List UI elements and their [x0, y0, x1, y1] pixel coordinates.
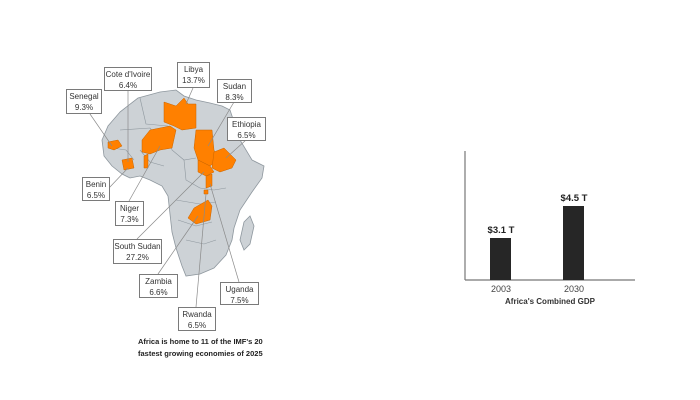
caption-line-2: fastest growing economies of 2025 [138, 349, 263, 358]
callout-growth: 8.3% [225, 93, 244, 102]
callout-growth: 6.4% [118, 81, 138, 90]
callout-country: Senegal [69, 92, 99, 101]
x-tick-2003: 2003 [490, 284, 512, 294]
callout-growth: 6.5% [237, 131, 256, 140]
callout-country: South Sudan [114, 242, 161, 251]
callout-growth: 27.2% [126, 253, 149, 262]
callout-growth: 7.5% [230, 296, 249, 305]
bar-2003 [490, 238, 511, 280]
map-caption: Africa is home to 11 of the IMF's 20 fas… [138, 336, 278, 360]
rwanda-shape [203, 189, 209, 195]
callout-zambia: Zambia 6.6% [139, 274, 178, 298]
libya-shape [163, 97, 197, 131]
callout-senegal: Senegal 9.3% [66, 89, 102, 114]
callout-benin: Benin 6.5% [82, 177, 110, 201]
callout-rwanda: Rwanda 6.5% [178, 307, 216, 331]
bar-value-label-2003: $3.1 T [487, 225, 515, 236]
senegal-shape [107, 139, 123, 151]
callout-niger: Niger 7.3% [115, 201, 144, 226]
callout-south-sudan: South Sudan 27.2% [113, 239, 162, 264]
callout-country: Rwanda [182, 310, 212, 319]
callout-country: Zambia [145, 277, 172, 286]
callout-libya: Libya 13.7% [177, 62, 210, 88]
leader-lines [89, 87, 247, 308]
callout-growth: 13.7% [182, 76, 205, 85]
bar-2030 [563, 206, 584, 280]
niger-shape [141, 125, 177, 155]
callout-growth: 7.3% [120, 215, 139, 224]
callout-growth: 9.3% [74, 103, 94, 112]
callout-country: Cote d'Ivoire [105, 70, 151, 79]
callout-growth: 6.5% [86, 191, 106, 200]
cote-divoire-shape [121, 157, 135, 171]
callout-country: Uganda [225, 285, 254, 294]
callout-country: Benin [85, 180, 107, 189]
caption-line-1: Africa is home to 11 of the IMF's 20 [138, 337, 263, 346]
callout-country: Ethiopia [232, 120, 261, 129]
callout-growth: 6.6% [149, 288, 168, 297]
south-sudan-shape [197, 159, 215, 177]
callout-growth: 6.5% [187, 321, 207, 330]
madagascar [239, 215, 255, 251]
x-tick-2030: 2030 [563, 284, 585, 294]
callout-ethiopia: Ethiopia 6.5% [227, 117, 266, 141]
country-borders [111, 97, 227, 245]
chart-title: Africa's Combined GDP [505, 297, 595, 306]
callout-cote-divoire: Cote d'Ivoire 6.4% [104, 67, 152, 91]
callout-country: Libya [183, 65, 204, 74]
callout-sudan: Sudan 8.3% [217, 79, 252, 103]
callout-uganda: Uganda 7.5% [220, 282, 259, 305]
callout-country: Niger [119, 204, 140, 213]
callout-country: Sudan [222, 82, 247, 91]
zambia-shape [187, 199, 213, 225]
bar-value-label-2030: $4.5 T [560, 193, 588, 204]
